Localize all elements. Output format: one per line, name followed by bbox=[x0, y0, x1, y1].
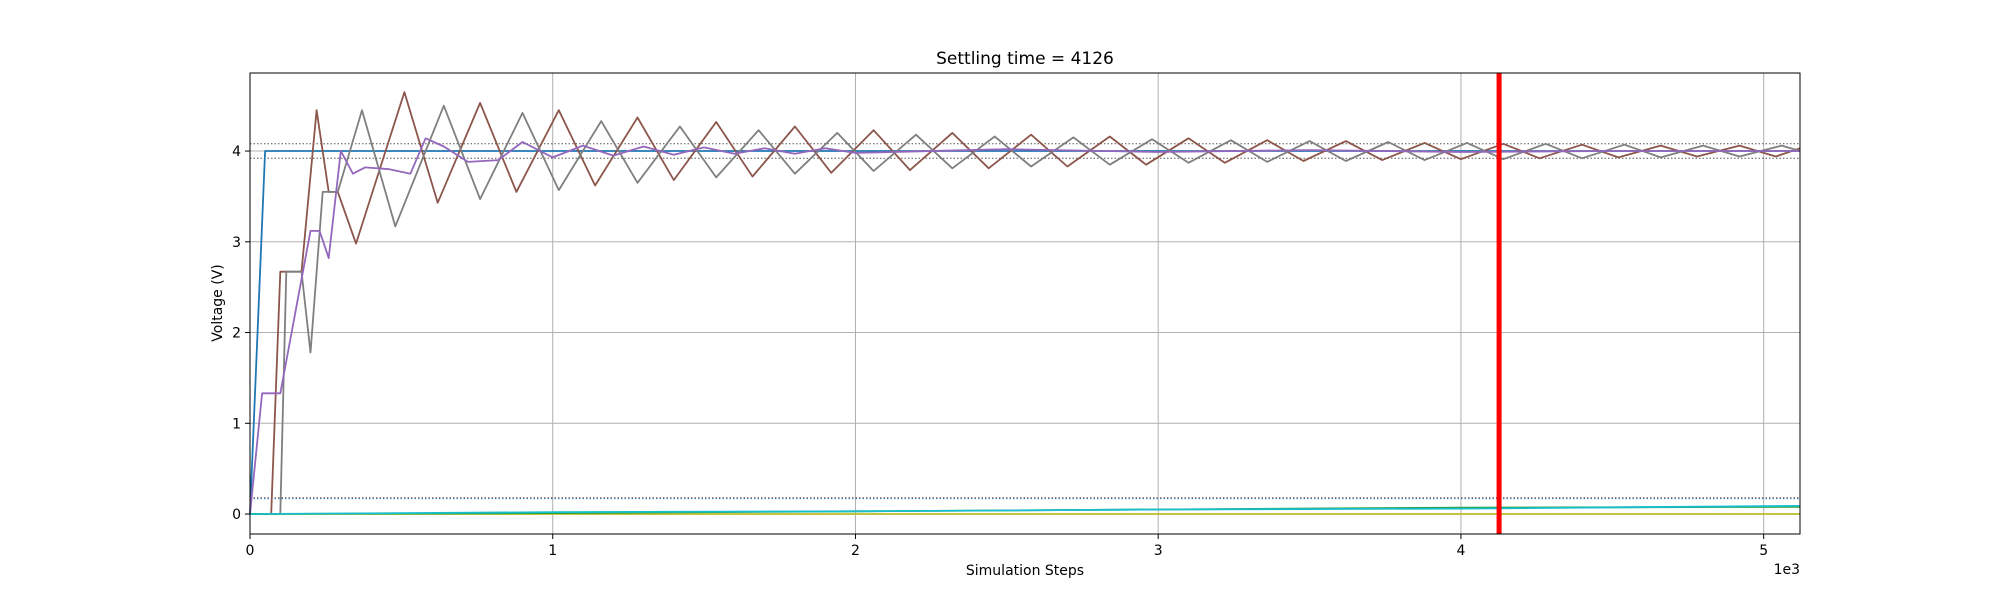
x-tick-label: 1 bbox=[548, 543, 557, 559]
series-line bbox=[250, 104, 1801, 515]
series-group bbox=[249, 91, 1801, 515]
y-tick-label: 3 bbox=[232, 235, 241, 251]
x-axis-offset-text: 1e3 bbox=[1774, 562, 1800, 578]
series-line bbox=[249, 505, 1801, 515]
series-line bbox=[250, 91, 1801, 515]
y-tick-label: 2 bbox=[232, 326, 241, 342]
plot-area-frame bbox=[249, 72, 1801, 535]
x-axis-label: Simulation Steps bbox=[966, 563, 1084, 579]
reference-lines bbox=[250, 143, 1800, 500]
x-axis: 0 1 2 3 4 5 bbox=[246, 534, 1768, 559]
y-tick-label: 4 bbox=[232, 144, 241, 160]
y-axis-label: Voltage (V) bbox=[210, 264, 226, 341]
y-tick-label: 0 bbox=[232, 507, 241, 523]
x-tick-label: 5 bbox=[1759, 543, 1768, 559]
x-tick-label: 3 bbox=[1154, 543, 1163, 559]
series-line bbox=[249, 137, 1800, 515]
chart-title: Settling time = 4126 bbox=[936, 49, 1114, 69]
grid bbox=[249, 73, 1800, 534]
y-tick-label: 1 bbox=[232, 416, 241, 432]
x-tick-label: 2 bbox=[851, 543, 860, 559]
x-tick-label: 0 bbox=[246, 543, 255, 559]
y-axis: 0 1 2 3 4 bbox=[232, 144, 250, 523]
x-tick-label: 4 bbox=[1456, 543, 1465, 559]
